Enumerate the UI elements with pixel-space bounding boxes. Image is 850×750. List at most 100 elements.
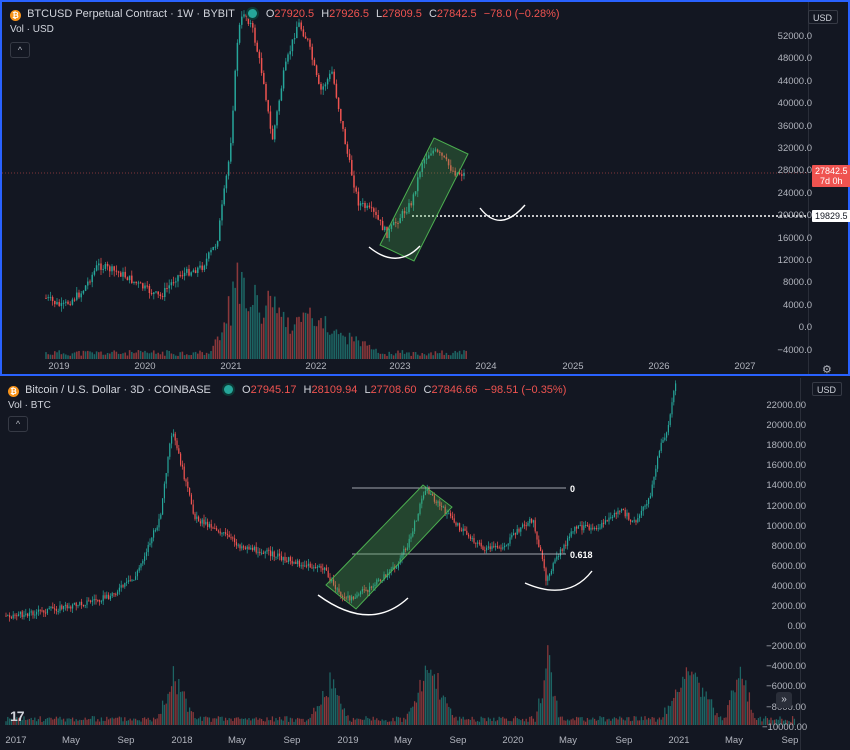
candle-body (286, 560, 288, 562)
volume-legend[interactable]: Vol · USD (10, 24, 54, 35)
candle-body (297, 560, 299, 564)
candle-body (185, 479, 187, 482)
volume-bar (120, 717, 122, 725)
volume-bar (296, 317, 298, 359)
candle-body (358, 594, 360, 596)
collapse-legend-button[interactable]: ^ (8, 416, 28, 432)
chart-pane-top[interactable]: ₿ BTCUSD Perpetual Contract · 1W · BYBIT… (0, 0, 850, 376)
volume-bar (327, 697, 329, 725)
candle-body (408, 538, 410, 548)
candle-body (348, 153, 351, 160)
candle-body (216, 528, 218, 531)
candle-body (541, 550, 543, 560)
symbol-legend-top[interactable]: ₿ BTCUSD Perpetual Contract · 1W · BYBIT… (10, 8, 564, 21)
volume-bar (606, 719, 608, 725)
volume-bar (107, 719, 110, 725)
volume-bar (390, 721, 392, 725)
candle-body (675, 383, 677, 392)
symbol-title[interactable]: Bitcoin / U.S. Dollar · 3D · COINBASE (25, 384, 211, 396)
volume-bar (745, 680, 747, 725)
collapse-legend-button[interactable]: ^ (10, 42, 30, 58)
symbol-legend-bottom[interactable]: ₿ Bitcoin / U.S. Dollar · 3D · COINBASE … (8, 384, 570, 397)
volume-bar (67, 355, 69, 359)
candle-body (433, 495, 435, 502)
candle-body (163, 483, 165, 499)
volume-bar (172, 354, 175, 359)
candle-body (399, 558, 401, 564)
volume-bar (214, 339, 217, 359)
price-axis-divider (808, 2, 809, 374)
candle-body (126, 581, 128, 583)
volume-bar (617, 719, 619, 725)
volume-bar (784, 719, 787, 725)
volume-bar (242, 718, 245, 725)
volume-bar (595, 720, 598, 725)
volume-bar (175, 355, 177, 359)
chart-pane-bottom[interactable]: ₿ Bitcoin / U.S. Dollar · 3D · COINBASE … (0, 378, 850, 750)
currency-selector[interactable]: USD (812, 382, 842, 396)
volume-bar (604, 721, 607, 725)
candle-body (666, 432, 668, 438)
volume-bar (550, 672, 553, 725)
volume-bar (718, 717, 720, 725)
chart-canvas-top[interactable] (2, 2, 848, 374)
volume-bar (368, 344, 371, 359)
gear-icon[interactable]: ⚙ (822, 364, 832, 376)
candle-body (156, 527, 158, 531)
candle-body (298, 22, 300, 27)
volume-legend[interactable]: Vol · BTC (8, 400, 51, 411)
candle-body (128, 275, 131, 281)
volume-bar (128, 350, 131, 359)
volume-bar (88, 719, 90, 725)
candle-body (154, 530, 156, 532)
candle-body (210, 250, 212, 253)
candle-body (649, 495, 651, 499)
volume-bar (698, 682, 700, 725)
volume-bar (16, 716, 18, 725)
chart-canvas-bottom[interactable] (0, 378, 850, 750)
candle-body (561, 549, 563, 551)
candle-body (162, 498, 164, 515)
volume-bar (357, 340, 360, 359)
volume-bar (647, 717, 650, 725)
candle-body (375, 211, 377, 215)
candle-body (104, 595, 106, 599)
price-axis-label: 12000.00 (766, 500, 806, 512)
candle-body (660, 442, 662, 451)
candle-body (347, 595, 349, 598)
volume-bar (608, 718, 610, 725)
candle-body (445, 157, 448, 160)
volume-bar (485, 721, 488, 725)
candle-body (408, 203, 410, 213)
volume-bar (210, 721, 212, 725)
time-axis-label: May (725, 735, 743, 746)
volume-bar (530, 716, 533, 725)
volume-bar (276, 313, 278, 359)
volume-bar (671, 700, 673, 725)
currency-selector[interactable]: USD (808, 10, 838, 24)
candle-body (601, 522, 603, 528)
candle-body (117, 271, 120, 273)
candle-body (326, 79, 329, 85)
candle-body (406, 547, 408, 550)
candle-body (285, 61, 287, 71)
volume-bar (201, 720, 203, 725)
volume-bar (234, 287, 236, 359)
volume-bar (447, 354, 450, 359)
candle-body (570, 531, 572, 537)
candle-body (288, 557, 290, 562)
volume-bar (374, 719, 376, 725)
candle-body (529, 518, 531, 523)
volume-bar (507, 720, 509, 725)
symbol-title[interactable]: BTCUSD Perpetual Contract · 1W · BYBIT (27, 8, 235, 20)
volume-bar (615, 718, 617, 725)
volume-bar (395, 716, 398, 725)
candle-body (266, 549, 268, 552)
candle-body (102, 268, 104, 270)
volume-bar (366, 345, 368, 359)
volume-bar (392, 717, 394, 725)
candle-body (243, 14, 245, 17)
double-chevron-right-icon[interactable]: » (776, 692, 792, 708)
volume-bar (246, 719, 248, 725)
candle-body (403, 548, 405, 555)
